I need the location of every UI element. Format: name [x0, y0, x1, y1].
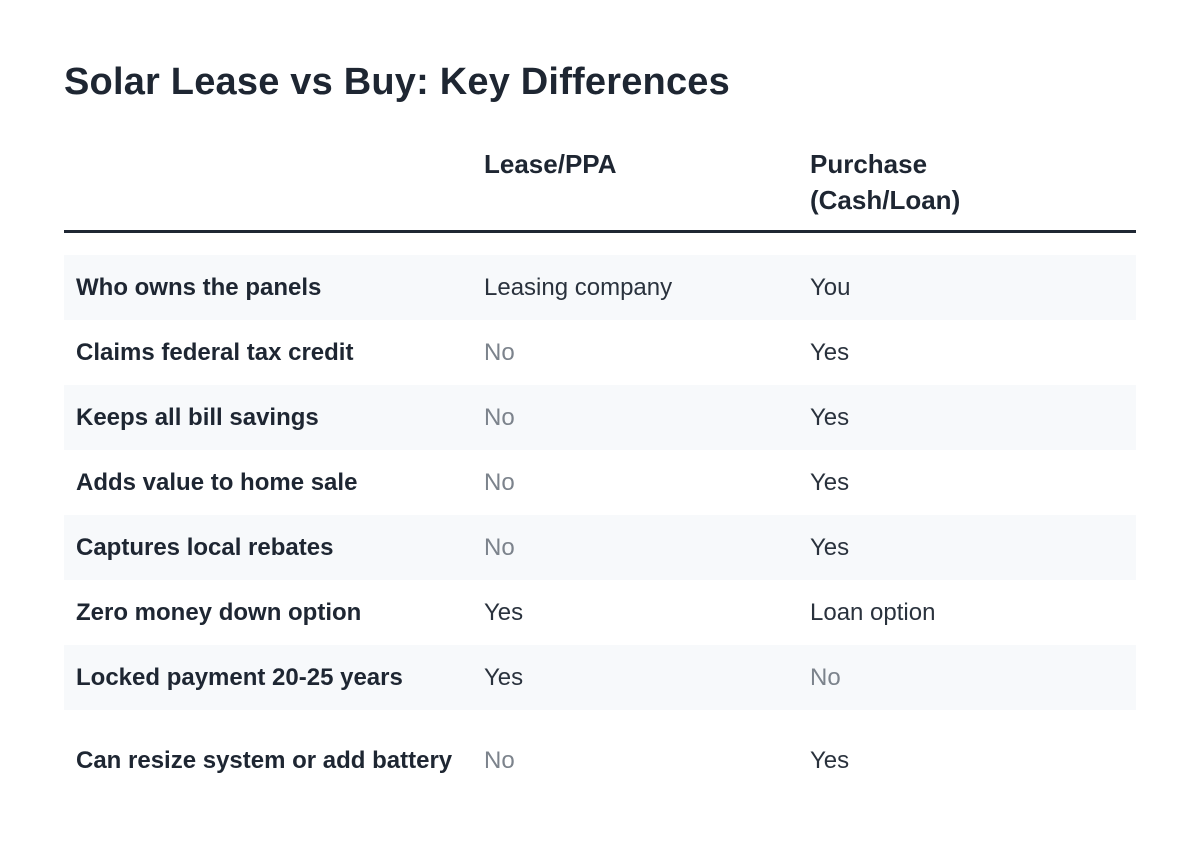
table-body: Who owns the panels Leasing company You … — [64, 255, 1136, 810]
row-label: Locked payment 20-25 years — [76, 664, 403, 691]
lease-value: Yes — [484, 599, 524, 626]
comparison-table: Lease/PPA Purchase (Cash/Loan) Who owns … — [64, 140, 1136, 810]
table-row: Zero money down option Yes Loan option — [64, 580, 1136, 645]
column-header-purchase-line2: (Cash/Loan) — [810, 185, 961, 215]
table-row: Captures local rebates No Yes — [64, 515, 1136, 580]
table-row: Adds value to home sale No Yes — [64, 450, 1136, 515]
row-label: Who owns the panels — [76, 274, 322, 301]
table-row: Can resize system or add battery No Yes — [64, 710, 1136, 810]
lease-value: No — [484, 469, 515, 496]
table-row: Claims federal tax credit No Yes — [64, 320, 1136, 385]
purchase-value: Yes — [810, 404, 850, 431]
purchase-value: Yes — [810, 534, 850, 561]
row-label: Claims federal tax credit — [76, 339, 354, 366]
lease-value: No — [484, 534, 515, 561]
table-row: Locked payment 20-25 years Yes No — [64, 645, 1136, 710]
purchase-value: You — [810, 274, 851, 301]
purchase-value: Yes — [810, 746, 850, 774]
purchase-value: Yes — [810, 339, 850, 366]
table-header: Lease/PPA Purchase (Cash/Loan) — [64, 140, 1136, 233]
lease-value: Leasing company — [484, 274, 673, 301]
lease-value: No — [484, 339, 515, 366]
row-label: Keeps all bill savings — [76, 404, 319, 431]
table-row: Who owns the panels Leasing company You — [64, 255, 1136, 320]
lease-value: No — [484, 746, 515, 774]
column-header-lease: Lease/PPA — [484, 149, 617, 179]
purchase-value: Loan option — [810, 599, 936, 626]
row-label: Can resize system or add battery — [76, 746, 453, 774]
purchase-value: Yes — [810, 469, 850, 496]
row-label: Adds value to home sale — [76, 469, 358, 496]
column-header-purchase: Purchase (Cash/Loan) — [810, 146, 1070, 218]
table-row: Keeps all bill savings No Yes — [64, 385, 1136, 450]
lease-value: No — [484, 404, 515, 431]
row-label: Zero money down option — [76, 599, 362, 626]
page-title: Solar Lease vs Buy: Key Differences — [64, 61, 730, 103]
column-header-purchase-line1: Purchase — [810, 149, 928, 179]
purchase-value: No — [810, 664, 841, 691]
lease-value: Yes — [484, 664, 524, 691]
row-label: Captures local rebates — [76, 534, 334, 561]
